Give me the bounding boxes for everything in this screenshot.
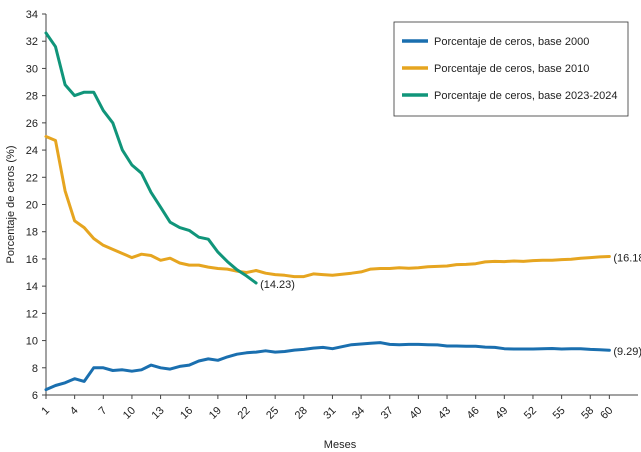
series-end-label-1: (16.18) xyxy=(613,252,641,264)
x-tick-label: 31 xyxy=(321,405,338,422)
x-tick-label: 1 xyxy=(39,405,52,418)
series-line-1 xyxy=(44,135,611,279)
x-axis: 1 4 7 10 13 16 19 22 25 28 31 34 37 40 43 46 49 52 55 58 60 xyxy=(39,394,638,422)
y-tick-label: 22 xyxy=(26,172,38,184)
y-axis-label: Porcentaje de ceros (%) xyxy=(5,146,17,264)
x-tick-label: 37 xyxy=(379,405,396,422)
y-tick-label: 12 xyxy=(26,308,38,320)
series-line-2 xyxy=(44,31,258,285)
x-tick-label: 46 xyxy=(465,405,482,422)
x-tick-label: 4 xyxy=(68,405,81,418)
x-tick-label: 34 xyxy=(350,405,367,422)
y-tick-label: 28 xyxy=(26,91,38,103)
series-end-label-2: (14.23) xyxy=(260,279,295,291)
series-end-labels: (9.29) (16.18) (14.23) xyxy=(260,252,641,358)
x-tick-label: 60 xyxy=(598,405,615,422)
x-tick-label: 40 xyxy=(407,405,424,422)
x-axis-label: Meses xyxy=(324,439,357,451)
x-tick-label: 10 xyxy=(121,405,138,422)
y-tick-label: 24 xyxy=(26,145,38,157)
y-tick-label: 6 xyxy=(32,390,38,402)
legend-entry-1: Porcentaje de ceros, base 2010 xyxy=(434,63,589,75)
y-tick-label: 26 xyxy=(26,118,38,130)
series-lines xyxy=(44,31,611,392)
legend: Porcentaje de ceros, base 2000 Porcentaje… xyxy=(393,21,629,117)
legend-entry-0: Porcentaje de ceros, base 2000 xyxy=(434,36,589,48)
x-tick-label: 25 xyxy=(264,405,281,422)
x-tick-label: 55 xyxy=(551,405,568,422)
y-tick-label: 14 xyxy=(26,281,38,293)
x-tick-label: 52 xyxy=(522,405,539,422)
legend-entry-2: Porcentaje de ceros, base 2023-2024 xyxy=(434,90,617,102)
x-tick-label: 49 xyxy=(493,405,510,422)
x-tick-label: 19 xyxy=(207,405,224,422)
y-tick-label: 30 xyxy=(26,63,38,75)
y-tick-label: 32 xyxy=(26,36,38,48)
y-axis: 6 8 10 12 14 16 18 20 22 24 26 28 30 32 34 xyxy=(26,9,47,402)
series-line-0 xyxy=(44,341,611,392)
y-tick-label: 34 xyxy=(26,9,38,21)
y-tick-label: 10 xyxy=(26,336,38,348)
x-tick-label: 58 xyxy=(579,405,596,422)
y-tick-label: 16 xyxy=(26,254,38,266)
x-tick-label: 7 xyxy=(97,405,110,418)
x-tick-label: 16 xyxy=(178,405,195,422)
x-tick-label: 13 xyxy=(150,405,167,422)
y-tick-label: 8 xyxy=(32,363,38,375)
y-tick-label: 18 xyxy=(26,227,38,239)
y-tick-label: 20 xyxy=(26,200,38,212)
x-tick-label: 22 xyxy=(235,405,252,422)
series-end-label-0: (9.29) xyxy=(613,346,641,358)
x-tick-label: 43 xyxy=(436,405,453,422)
x-tick-label: 28 xyxy=(293,405,310,422)
legend-box xyxy=(393,21,629,117)
